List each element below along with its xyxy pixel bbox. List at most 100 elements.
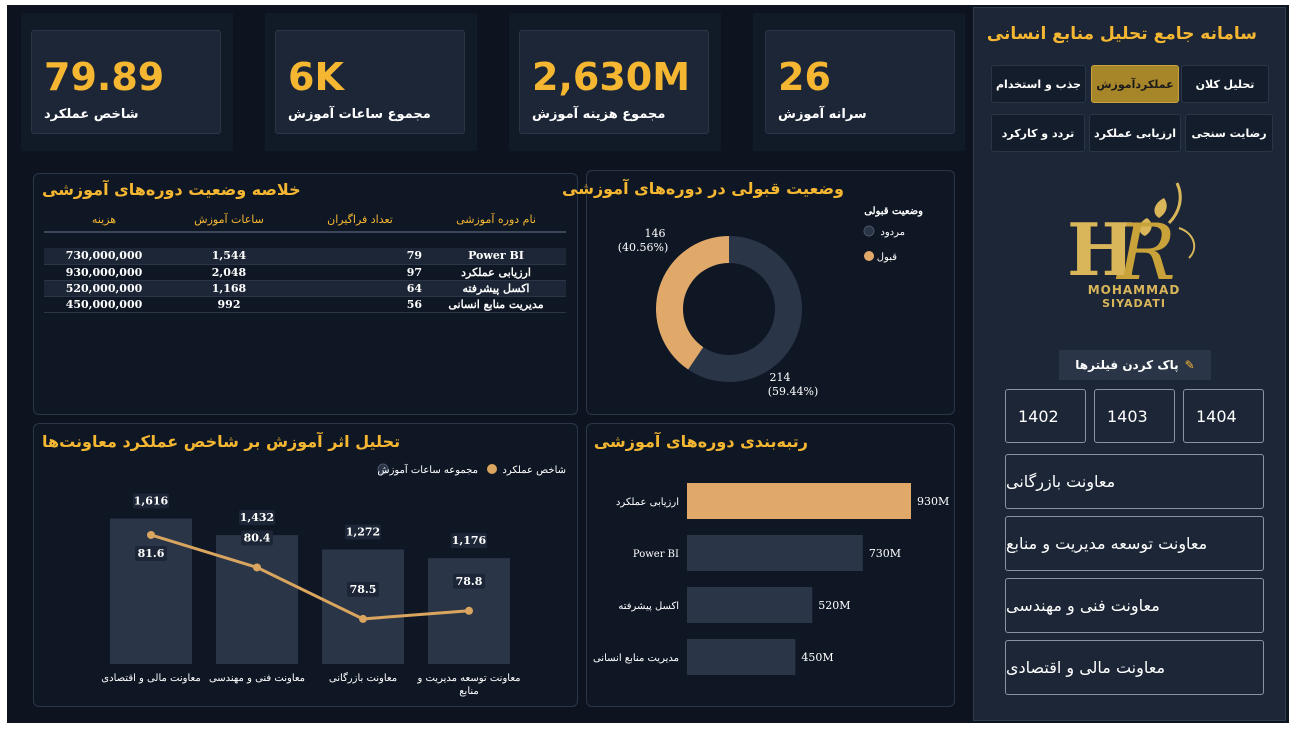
ranking-category-label: مدیریت منابع انسانی [593, 653, 679, 664]
table-cell: 97 [406, 265, 422, 279]
line-value-label: 78.8 [456, 575, 483, 588]
ranking-category-label: Power BI [633, 549, 679, 560]
kpi-value: 2,630M [532, 55, 691, 99]
ranking-value-label: 520M [818, 599, 850, 612]
donut-slice-reject[interactable] [688, 236, 802, 382]
column-header[interactable]: تعداد فراگیران [294, 208, 426, 233]
acceptance-panel: وضعیت قبولی در دوره‌های آموزشی 146 (40.5… [562, 170, 955, 415]
table-cell: 56 [406, 297, 422, 311]
impact-bar[interactable] [322, 549, 404, 664]
column-header[interactable]: ساعات آموزش [164, 208, 294, 233]
year-filter-1403[interactable]: 1403 [1094, 389, 1175, 443]
line-value-label-bg [241, 530, 273, 546]
summary-panel: خلاصه وضعیت دوره‌های آموزشی هزینه ساعات … [33, 173, 578, 415]
ranking-category-label: ارزیابی عملکرد [616, 497, 679, 508]
department-filter-finance[interactable]: معاونت مالی و اقتصادی [1005, 640, 1264, 695]
category-label: معاونت فنی و مهندسی [209, 673, 305, 684]
year-filter-1404[interactable]: 1404 [1183, 389, 1264, 443]
panel-title: وضعیت قبولی در دوره‌های آموزشی [562, 179, 844, 198]
donut-label-accept-pct: (40.56%) [618, 241, 669, 254]
ranking-value-label: 450M [801, 651, 833, 664]
kpi-card-performance[interactable]: 79.89 شاخص عملکرد [31, 30, 221, 134]
logo-name-line2: SIYADATI [1102, 297, 1166, 310]
nav-button-recruitment[interactable]: جذب و استخدام [991, 65, 1086, 103]
line-value-label-bg [347, 581, 379, 597]
logo-monogram-h: H [1067, 207, 1135, 283]
kpi-label: مجموع هزینه آموزش [532, 107, 666, 122]
ranking-bar[interactable] [687, 483, 911, 519]
year-filter-1402[interactable]: 1402 [1005, 389, 1086, 443]
sidebar: سامانه جامع تحلیل منابع انسانی تحلیل کلا… [973, 7, 1286, 721]
table-cell: ارزیابی عملکرد [461, 265, 531, 279]
table-row[interactable]: 730,000,000 1,544 79 Power BI [44, 248, 566, 264]
category-label: معاونت بازرگانی [329, 672, 397, 684]
performance-line [150, 533, 470, 621]
nav-button-attendance[interactable]: تردد و کارکرد [991, 114, 1085, 152]
kpi-card-per-capita[interactable]: 26 سرانه آموزش [765, 30, 955, 134]
nav-button-training[interactable]: عملکردآموزش [1091, 65, 1179, 103]
table-cell: 992 [217, 297, 241, 311]
ranking-category-label: اکسل پیشرفته [618, 601, 679, 612]
impact-combo-chart: مجموعه ساعات آموزش شاخص عملکرد 1,616 1,43… [101, 463, 566, 697]
table-cell: 930,000,000 [65, 265, 143, 279]
table-row[interactable]: 520,000,000 1,168 64 اکسل پیشرفته [44, 280, 566, 296]
legend-marker-performance [487, 464, 497, 474]
category-label: منابع [459, 686, 479, 697]
nav-button-overview[interactable]: تحلیل کلان [1181, 65, 1269, 103]
legend-item-performance[interactable]: شاخص عملکرد [502, 465, 566, 476]
clear-filters-button[interactable]: پاک کردن فیلترها ✎ [1059, 350, 1211, 380]
department-filter-development[interactable]: معاونت توسعه مدیریت و منابع [1005, 516, 1264, 571]
impact-bar[interactable] [216, 535, 298, 664]
category-label: معاونت مالی و اقتصادی [101, 673, 200, 684]
donut-label-accept-count: 146 [645, 227, 666, 240]
line-value-label: 78.5 [350, 583, 377, 596]
table-cell: 730,000,000 [65, 249, 143, 263]
impact-bar[interactable] [110, 518, 192, 664]
kpi-label: شاخص عملکرد [44, 107, 139, 122]
table-cell: مدیریت منابع انسانی [448, 297, 544, 311]
nav-button-appraisal[interactable]: ارزیابی عملکرد [1089, 114, 1181, 152]
donut-slice-accept[interactable] [656, 236, 729, 370]
impact-panel: تحلیل اثر آموزش بر شاخص عملکرد معاونت‌ها… [33, 423, 578, 707]
bar-value-label-bg [345, 524, 381, 540]
column-header[interactable]: هزینه [44, 208, 164, 233]
panel-title: رتبه‌بندی دوره‌های آموزشی [593, 432, 808, 451]
ranking-bar[interactable] [687, 639, 796, 675]
acceptance-donut-chart: 146 (40.56%) 214 (59.44%) وضعیت قبولی مر… [618, 206, 923, 398]
legend-title: وضعیت قبولی [864, 206, 923, 217]
hr-monogram-icon: H R [1067, 182, 1196, 283]
kpi-card-training-hours[interactable]: 6K مجموع ساعات آموزش [275, 30, 465, 134]
bar-value-label-bg [133, 493, 169, 509]
kpi-card-training-cost[interactable]: 2,630M مجموع هزینه آموزش [519, 30, 709, 134]
ranking-value-label: 930M [917, 495, 949, 508]
logo-name-line1: MOHAMMAD [1087, 283, 1181, 297]
ranking-bar-chart: ارزیابی عملکرد 930M Power BI 730M اکسل پیشرف… [593, 483, 949, 675]
table-cell: 1,544 [211, 249, 247, 263]
department-filter-commerce[interactable]: معاونت بازرگانی [1005, 454, 1264, 509]
legend-marker-hours [377, 463, 389, 475]
app-title: سامانه جامع تحلیل منابع انسانی [986, 24, 1257, 44]
legend-item-hours[interactable]: مجموعه ساعات آموزش [377, 463, 478, 476]
table-row[interactable]: 930,000,000 2,048 97 ارزیابی عملکرد [44, 264, 566, 280]
table-row[interactable]: 450,000,000 992 56 مدیریت منابع انسانی [44, 296, 566, 312]
nav-button-satisfaction[interactable]: رضایت سنجی [1185, 114, 1273, 152]
performance-point[interactable] [147, 530, 155, 539]
line-value-label-bg [135, 545, 167, 561]
performance-point[interactable] [465, 606, 473, 615]
ranking-bar[interactable] [687, 535, 863, 571]
legend-marker-reject [863, 225, 875, 237]
legend-item-reject[interactable]: مردود [880, 227, 905, 238]
kpi-label: سرانه آموزش [778, 107, 867, 122]
performance-point[interactable] [253, 563, 261, 572]
table-cell: اکسل پیشرفته [462, 281, 530, 295]
line-value-label: 80.4 [244, 531, 271, 544]
table-cell: 79 [406, 249, 422, 263]
performance-point[interactable] [359, 614, 367, 623]
ranking-bar[interactable] [687, 587, 813, 623]
department-filter-engineering[interactable]: معاونت فنی و مهندسی [1005, 578, 1264, 633]
column-header[interactable]: نام دوره آموزشی [426, 208, 566, 233]
logo-monogram-r: R [1115, 208, 1176, 283]
summary-table: هزینه ساعات آموزش تعداد فراگیران نام دور… [44, 208, 566, 313]
legend-item-accept[interactable]: قبول [877, 252, 897, 263]
bar-value-label: 1,616 [134, 495, 169, 508]
